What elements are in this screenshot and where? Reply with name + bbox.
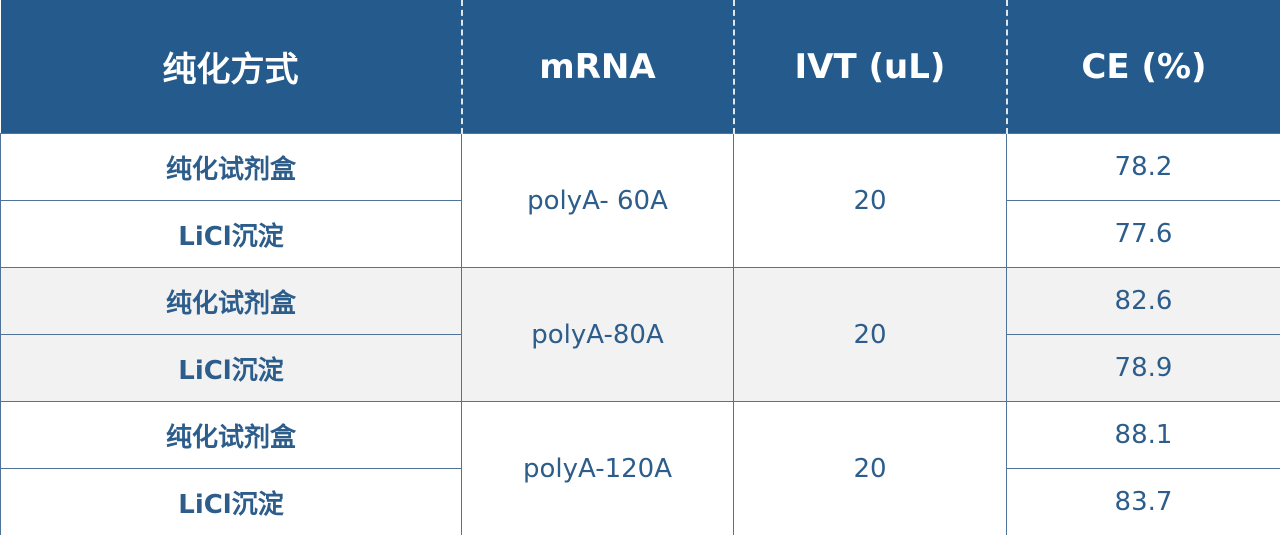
method-cell: 纯化试剂盒 (0, 133, 462, 201)
ce-cell: 83.7 (1006, 468, 1280, 535)
ivt-cell: 20 (733, 401, 1007, 535)
method-cell: 纯化试剂盒 (0, 267, 462, 335)
mrna-cell: polyA- 60A (461, 133, 734, 268)
mrna-cell: polyA-80A (461, 267, 734, 402)
mrna-cell: polyA-120A (461, 401, 734, 535)
method-cell: LiCl沉淀 (0, 200, 462, 268)
ce-cell: 77.6 (1006, 200, 1280, 268)
header-cell: mRNA (460, 0, 734, 134)
table-row: LiCl沉淀 83.7 (0, 468, 1280, 535)
ce-cell: 82.6 (1006, 267, 1280, 335)
header-cell: IVT (uL) (732, 0, 1007, 134)
ce-cell: 78.2 (1006, 133, 1280, 201)
table-row: LiCl沉淀 77.6 (0, 200, 1280, 268)
header-row: 纯化方式 mRNA IVT (uL) CE (%) (0, 0, 1280, 134)
ce-cell: 88.1 (1006, 401, 1280, 469)
ivt-cell: 20 (733, 133, 1007, 268)
ce-cell: 78.9 (1006, 334, 1280, 402)
table-body: 纯化试剂盒 polyA- 60A 20 78.2 LiCl沉淀 77.6 纯化试剂盒 poly… (0, 133, 1280, 535)
method-cell: LiCl沉淀 (0, 334, 462, 402)
method-cell: 纯化试剂盒 (0, 401, 462, 469)
header-cell: 纯化方式 (0, 0, 462, 134)
ivt-cell: 20 (733, 267, 1007, 402)
method-cell: LiCl沉淀 (0, 468, 462, 535)
header-cell: CE (%) (1005, 0, 1280, 134)
table-row: LiCl沉淀 78.9 (0, 334, 1280, 402)
table-row: 纯化试剂盒 polyA- 60A 20 78.2 (0, 133, 1280, 268)
table-row: 纯化试剂盒 polyA-80A 20 82.6 (0, 267, 1280, 402)
table-row: 纯化试剂盒 polyA-120A 20 88.1 (0, 401, 1280, 535)
